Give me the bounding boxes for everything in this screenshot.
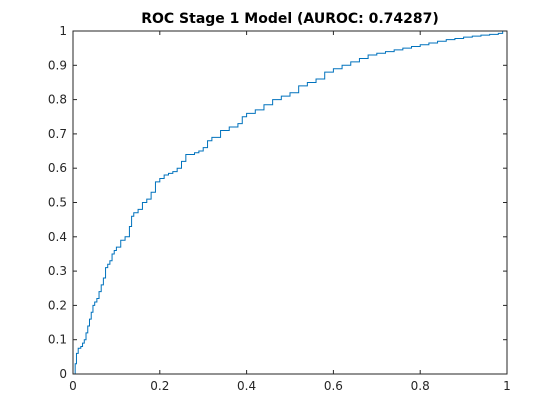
y-tick-label: 0.1 [48,333,67,347]
y-tick-label: 0 [59,367,67,381]
y-tick-label: 0.4 [48,230,67,244]
x-tick-label: 0.8 [411,379,430,393]
x-tick-label: 0.6 [324,379,343,393]
y-tick-label: 0.3 [48,264,67,278]
x-tick-label: 1 [503,379,511,393]
x-tick-label: 0.4 [237,379,256,393]
plot-area [73,31,507,374]
y-tick-label: 0.8 [48,93,67,107]
axes-box [72,30,508,375]
y-tick-label: 0.7 [48,127,67,141]
roc-curve-line [73,30,507,375]
series-layer [73,30,507,375]
y-tick-label: 0.5 [48,196,67,210]
y-tick-label: 0.2 [48,298,67,312]
y-tick-label: 1 [59,24,67,38]
chart-title: ROC Stage 1 Model (AUROC: 0.74287) [141,11,439,27]
x-tick-label: 0 [69,379,77,393]
y-tick-label: 0.9 [48,58,67,72]
x-tick-label: 0.2 [150,379,169,393]
y-tick-label: 0.6 [48,161,67,175]
